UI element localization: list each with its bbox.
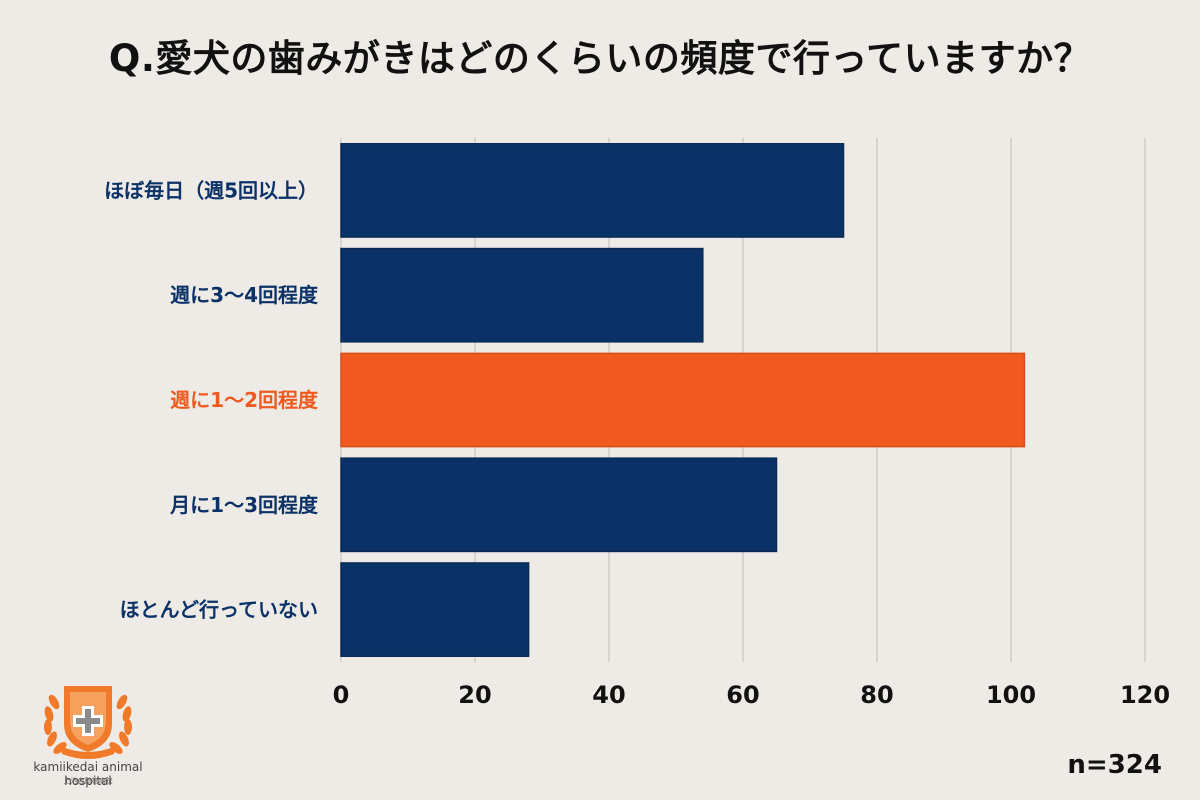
logo-name-text: kamiikedai animal hospital xyxy=(33,760,143,788)
x-tick-label-2: 40 xyxy=(592,681,625,709)
x-tick-label-5: 100 xyxy=(986,681,1036,709)
chart-title: Q.愛犬の歯みがきはどのくらいの頻度で行っていますか？ xyxy=(108,37,1092,80)
bar-2 xyxy=(340,352,1026,448)
x-tick-label-1: 20 xyxy=(458,681,491,709)
category-label-0: ほぼ毎日（週5回以上） xyxy=(104,178,318,202)
logo-subname-text: 上池台動物病院 xyxy=(63,777,113,785)
bar-1 xyxy=(340,247,704,343)
bar-3 xyxy=(340,457,778,553)
x-tick-label-6: 120 xyxy=(1120,681,1170,709)
bar-0 xyxy=(340,143,845,238)
bar-chart: ほぼ毎日（週5回以上） 週に3〜4回程度週に1〜2回程度月に1〜3回程度ほとんど行… xyxy=(104,138,1170,709)
hospital-logo: kamiikedai animal hospital 上池台動物病院 xyxy=(8,672,168,794)
x-tick-label-0: 0 xyxy=(333,681,350,709)
sample-size-label: n=324 xyxy=(1067,750,1162,780)
x-tick-label-4: 80 xyxy=(860,681,893,709)
bar-4 xyxy=(340,562,530,657)
bars xyxy=(340,143,1026,657)
category-labels: ほぼ毎日（週5回以上） 週に3〜4回程度週に1〜2回程度月に1〜3回程度ほとんど行… xyxy=(104,178,319,621)
category-label-3: 月に1〜3回程度 xyxy=(169,493,319,517)
x-axis-ticks: 0 20 40 60 80 100 120 xyxy=(333,681,1170,709)
category-label-4: ほとんど行っていない xyxy=(120,598,318,622)
category-label-2: 週に1〜2回程度 xyxy=(170,388,319,412)
category-label-1: 週に3〜4回程度 xyxy=(170,283,319,307)
logo-emblem-icon xyxy=(44,686,132,759)
x-tick-label-3: 60 xyxy=(726,681,759,709)
